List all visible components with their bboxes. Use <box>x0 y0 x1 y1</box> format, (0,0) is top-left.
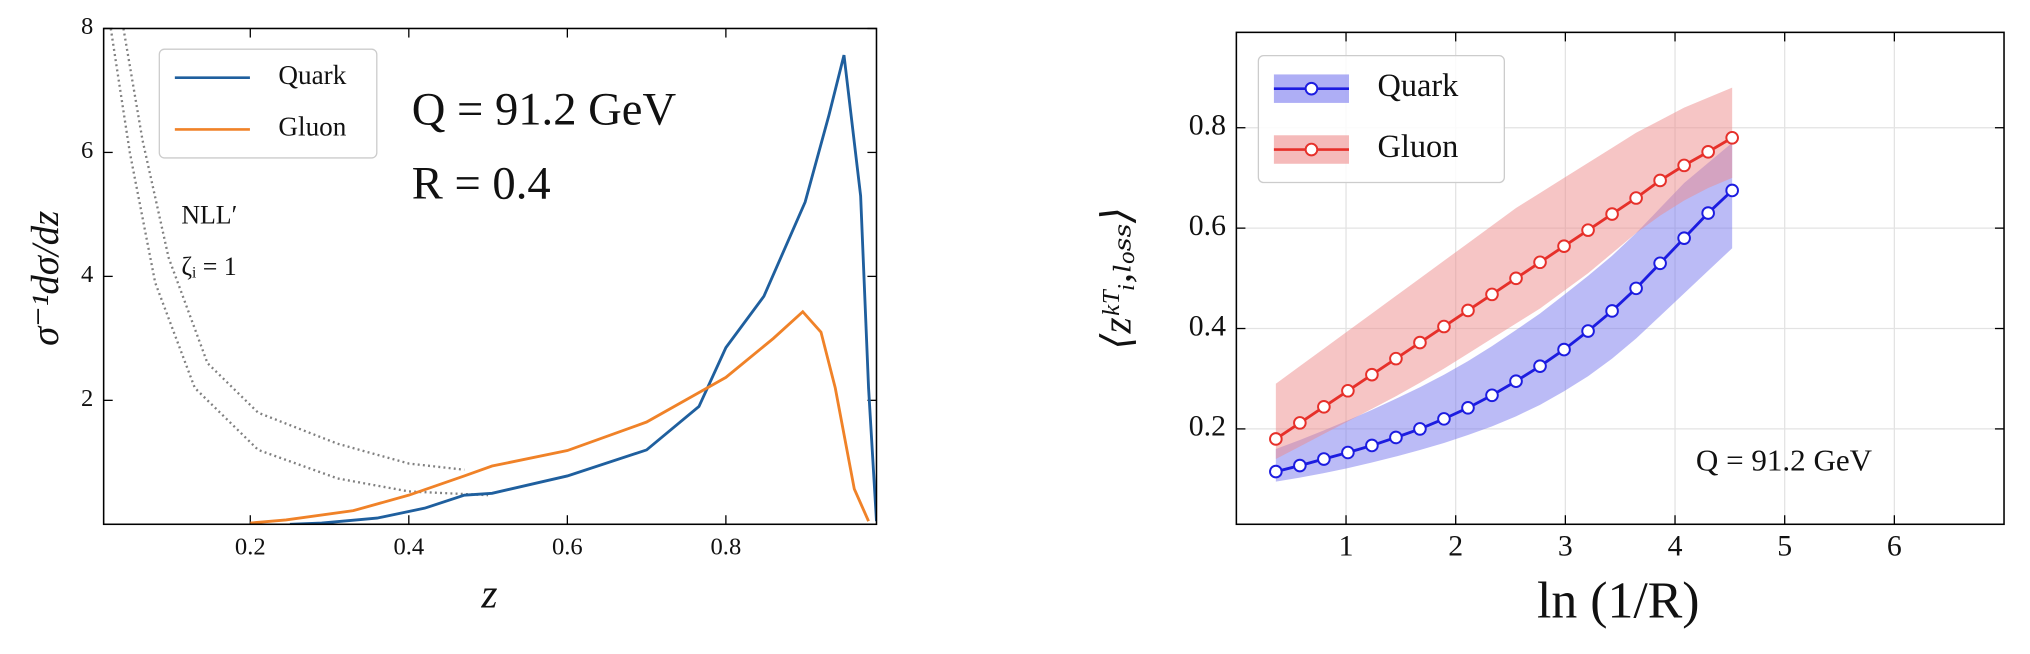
marker <box>1629 191 1643 205</box>
plot-area <box>1269 87 1739 482</box>
marker <box>1581 223 1595 237</box>
marker <box>1557 342 1571 357</box>
marker <box>1413 335 1427 350</box>
x-tick-label: 6 <box>1887 530 1902 563</box>
legend-label: Gluon <box>278 112 346 142</box>
marker <box>1653 256 1667 271</box>
marker <box>1653 173 1667 188</box>
y-tick-label: 0.4 <box>1189 309 1226 342</box>
x-tick-label: 5 <box>1777 530 1792 563</box>
marker <box>1341 383 1355 398</box>
y-tick-label: 0.8 <box>1189 109 1226 142</box>
annotation: R = 0.4 <box>412 157 551 209</box>
marker <box>1701 206 1715 220</box>
marker <box>1461 303 1475 318</box>
x-tick-label: 4 <box>1668 530 1683 563</box>
marker <box>1293 458 1307 473</box>
legend-label: Quark <box>1377 67 1459 103</box>
marker <box>1605 207 1619 221</box>
marker <box>1533 255 1547 270</box>
x-tick-label: 1 <box>1339 530 1354 563</box>
x-tick-label: 0.6 <box>552 534 583 561</box>
y-tick-label: 2 <box>81 385 93 412</box>
annotation: ζᵢ = 1 <box>181 252 236 281</box>
y-tick-label: 0.6 <box>1189 209 1226 242</box>
band <box>1275 87 1733 460</box>
marker <box>1677 158 1691 173</box>
y-tick-label: 8 <box>81 13 93 40</box>
legend-label: Gluon <box>1377 128 1458 164</box>
plot-frame <box>102 27 878 526</box>
marker <box>1341 445 1355 460</box>
legend-marker <box>1304 81 1319 96</box>
marker <box>1725 183 1739 198</box>
plot-area <box>109 28 877 525</box>
x-tick-label: 0.2 <box>235 534 266 561</box>
marker <box>1509 271 1523 286</box>
marker <box>1317 400 1331 414</box>
legend-marker <box>1304 142 1319 157</box>
legend-label: Quark <box>278 60 346 90</box>
annotation: Q = 91.2 GeV <box>412 84 677 136</box>
marker <box>1389 430 1403 445</box>
line <box>289 54 877 525</box>
y-axis-label: ⟨zᵏᵀᵢ,ₗₒₛₛ⟩ <box>1094 207 1140 350</box>
line <box>250 309 870 525</box>
marker <box>1605 304 1619 318</box>
y-tick-label: 4 <box>81 261 93 288</box>
band <box>1275 142 1733 482</box>
x-tick-label: 0.8 <box>711 534 742 561</box>
marker <box>1701 145 1715 159</box>
marker <box>1317 452 1331 466</box>
x-tick-label: 2 <box>1448 530 1463 563</box>
annotation: NLL′ <box>181 200 237 229</box>
marker <box>1581 324 1595 338</box>
marker <box>1557 239 1571 253</box>
marker <box>1461 401 1475 415</box>
marker <box>1293 416 1307 430</box>
marker <box>1485 287 1499 302</box>
marker <box>1677 231 1691 245</box>
x-axis-label: z <box>480 571 497 617</box>
marker <box>1533 359 1547 373</box>
y-axis-label: σ⁻¹dσ/dz <box>24 211 67 346</box>
x-tick-label: 0.4 <box>393 534 424 561</box>
marker <box>1413 422 1427 436</box>
marker <box>1365 438 1379 453</box>
annotation: Q = 91.2 GeV <box>1696 443 1873 478</box>
marker <box>1269 464 1283 479</box>
marker <box>1437 319 1451 334</box>
line <box>109 28 489 497</box>
marker <box>1485 388 1499 403</box>
y-tick-label: 6 <box>81 137 93 164</box>
x-tick-label: 3 <box>1558 530 1573 563</box>
marker <box>1389 351 1403 366</box>
marker <box>1269 432 1283 446</box>
marker <box>1437 412 1451 426</box>
plot-frame <box>1235 31 2005 526</box>
marker <box>1509 374 1523 389</box>
marker <box>1365 367 1379 382</box>
x-axis-label: ln (1/R) <box>1537 573 1699 630</box>
y-tick-label: 0.2 <box>1189 410 1226 443</box>
marker <box>1725 130 1739 145</box>
marker <box>1629 281 1643 296</box>
